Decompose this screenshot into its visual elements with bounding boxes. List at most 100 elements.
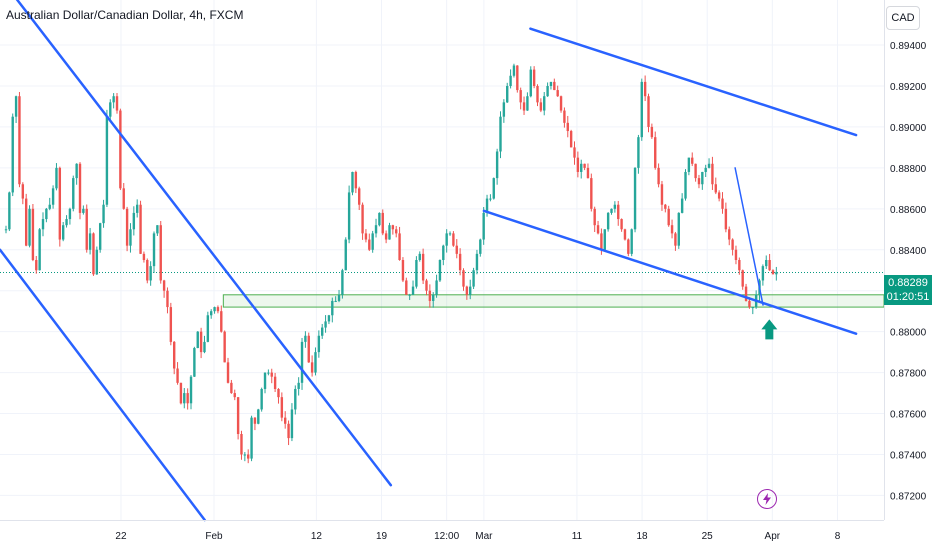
arrow-up-icon [761,319,778,340]
candle-body [105,116,109,205]
candle-body [257,409,260,424]
candle-body [135,204,139,213]
candle-body [277,388,280,398]
candle-body [139,204,142,254]
candle-body [506,85,509,103]
candle-body [458,253,462,271]
candle-body [485,198,489,213]
candle-body [85,208,88,250]
candle-body [183,393,186,404]
y-tick-label: 0.88400 [890,246,927,257]
candle-body [738,260,741,271]
candle-body [267,372,270,374]
candle-body [321,327,324,336]
candle-body [472,270,475,287]
candle-body [489,198,492,200]
candle-body [448,233,452,235]
candle-body [35,260,38,271]
candle-body [586,167,590,179]
candle-body [620,219,623,230]
candle-body [502,102,506,117]
candle-body [347,192,351,240]
candle-body [398,233,401,260]
candle-body [519,90,522,103]
candle-body [741,270,744,287]
candle-body [408,294,411,296]
candle-body [516,65,519,91]
candle-body [697,178,701,185]
trendline [529,27,858,137]
candle-body [220,311,223,332]
candle-body [273,376,277,389]
candle-body [358,188,361,205]
x-tick-label: 12:00 [434,531,459,542]
candle-body [606,212,610,230]
candle-body [300,341,304,383]
candle-body [243,454,247,456]
candle-body [125,208,129,246]
y-tick-label: 0.89400 [890,41,927,52]
grid-lines [0,0,884,520]
candle-body [411,286,415,295]
candle-body [580,163,583,172]
y-tick-label: 0.87800 [890,369,927,380]
candle-body [660,184,664,205]
x-tick-label: 12 [311,531,323,542]
candle-body [203,341,206,353]
candle-body [41,219,45,230]
candle-body [691,157,694,164]
candle-body [559,96,563,111]
candle-body [479,239,482,254]
candle-body [209,311,213,316]
candle-body [526,96,529,111]
candle-body [731,239,734,250]
candle-body [576,157,580,172]
x-tick-label: Mar [475,531,493,542]
candle-body [98,223,102,250]
last-price-badge: 0.88289 01:20:51 [884,275,932,305]
candle-body [627,239,630,254]
candle-body [667,208,670,226]
candle-body [556,90,559,97]
candle-body [432,294,435,301]
candle-body [724,208,728,230]
candle-body [563,110,566,123]
candle-body [341,270,344,295]
lightning-bolt-icon[interactable] [757,489,777,509]
y-tick-label: 0.88800 [890,164,927,175]
candle-body [495,151,499,179]
candle-body [129,229,132,246]
axis-frame [0,0,885,521]
candle-body [314,352,317,373]
candle-body [395,229,398,234]
candle-body [294,388,297,410]
candle-body [213,307,216,312]
trendline [15,0,393,487]
support-zone-layer [0,271,885,308]
candle-body [122,188,125,209]
candle-body [24,198,28,246]
candle-body [684,171,687,199]
candle-body [8,192,11,230]
candle-body [149,266,152,281]
candle-body [425,280,428,291]
candle-body [455,245,458,254]
candle-body [388,225,391,240]
candle-body [664,204,667,209]
candle-body [132,212,136,230]
trendline [734,167,764,306]
candle-body [721,198,724,209]
candle-body [112,96,115,103]
candle-body [465,286,469,295]
candle-body [206,315,210,342]
candle-body [569,131,573,148]
currency-button[interactable]: CAD [886,6,920,30]
candle-body [677,212,680,246]
candle-body [176,368,179,383]
candle-body [613,204,617,209]
candle-body [553,81,556,91]
candle-body [65,219,68,226]
candle-body [680,198,684,213]
candle-body [452,233,455,246]
